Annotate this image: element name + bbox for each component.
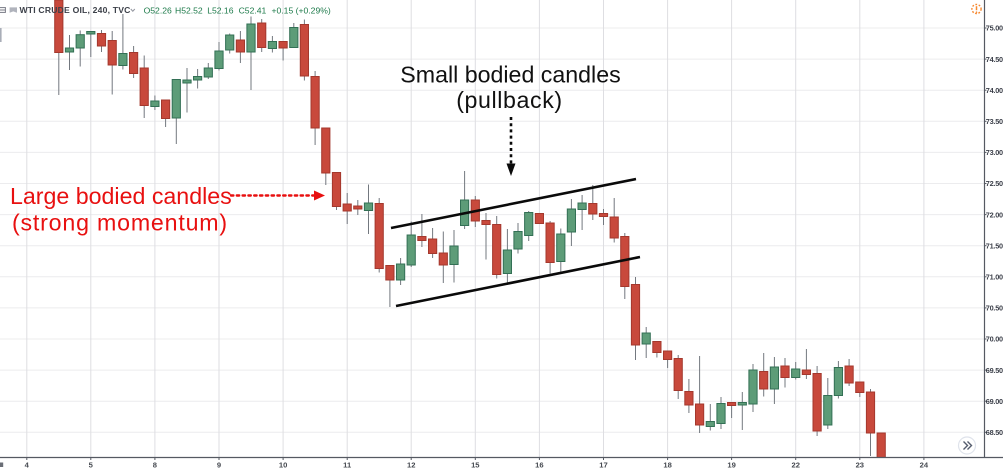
- svg-text:+0.15 (+0.29%): +0.15 (+0.29%): [272, 5, 331, 15]
- svg-text:L52.16: L52.16: [207, 5, 234, 15]
- svg-text:11: 11: [343, 460, 352, 469]
- svg-text:8: 8: [153, 460, 157, 469]
- svg-text:(pullback): (pullback): [456, 87, 563, 113]
- svg-text:18: 18: [663, 460, 671, 469]
- svg-text:19: 19: [727, 460, 735, 469]
- svg-text:22: 22: [791, 460, 799, 469]
- svg-text:71.50: 71.50: [986, 241, 1003, 250]
- svg-text:16: 16: [535, 460, 543, 469]
- svg-text:C52.41: C52.41: [239, 5, 267, 15]
- svg-text:69.50: 69.50: [986, 366, 1003, 375]
- svg-text:69.00: 69.00: [986, 397, 1003, 406]
- svg-text:H52.52: H52.52: [175, 5, 203, 15]
- svg-text:73.50: 73.50: [986, 117, 1003, 126]
- svg-text:15: 15: [471, 460, 480, 469]
- svg-text:10: 10: [279, 460, 287, 469]
- svg-text:17: 17: [599, 460, 607, 469]
- svg-text:4: 4: [25, 460, 30, 469]
- svg-text:68.50: 68.50: [986, 428, 1003, 437]
- svg-text:73.00: 73.00: [986, 148, 1003, 157]
- svg-text:9: 9: [217, 460, 221, 469]
- svg-text:24: 24: [920, 460, 929, 469]
- svg-text:72.00: 72.00: [986, 210, 1003, 219]
- svg-text:70.50: 70.50: [986, 304, 1003, 313]
- svg-text:75.00: 75.00: [986, 24, 1003, 33]
- svg-text:74.00: 74.00: [986, 86, 1003, 95]
- svg-text:12: 12: [407, 460, 415, 469]
- svg-text:71.00: 71.00: [986, 273, 1003, 282]
- svg-text:WTI CRUDE OIL, 240, TVC: WTI CRUDE OIL, 240, TVC: [20, 5, 131, 15]
- svg-text:(strong momentum): (strong momentum): [12, 210, 228, 236]
- svg-text:Small bodied candles: Small bodied candles: [400, 62, 620, 88]
- svg-text:5: 5: [89, 460, 94, 469]
- svg-text:72.50: 72.50: [986, 179, 1003, 188]
- svg-text:74.50: 74.50: [986, 55, 1003, 64]
- svg-text:23: 23: [856, 460, 864, 469]
- svg-text:70.00: 70.00: [986, 335, 1003, 344]
- svg-text:O52.26: O52.26: [144, 5, 172, 15]
- svg-text:Large bodied candles: Large bodied candles: [10, 183, 232, 209]
